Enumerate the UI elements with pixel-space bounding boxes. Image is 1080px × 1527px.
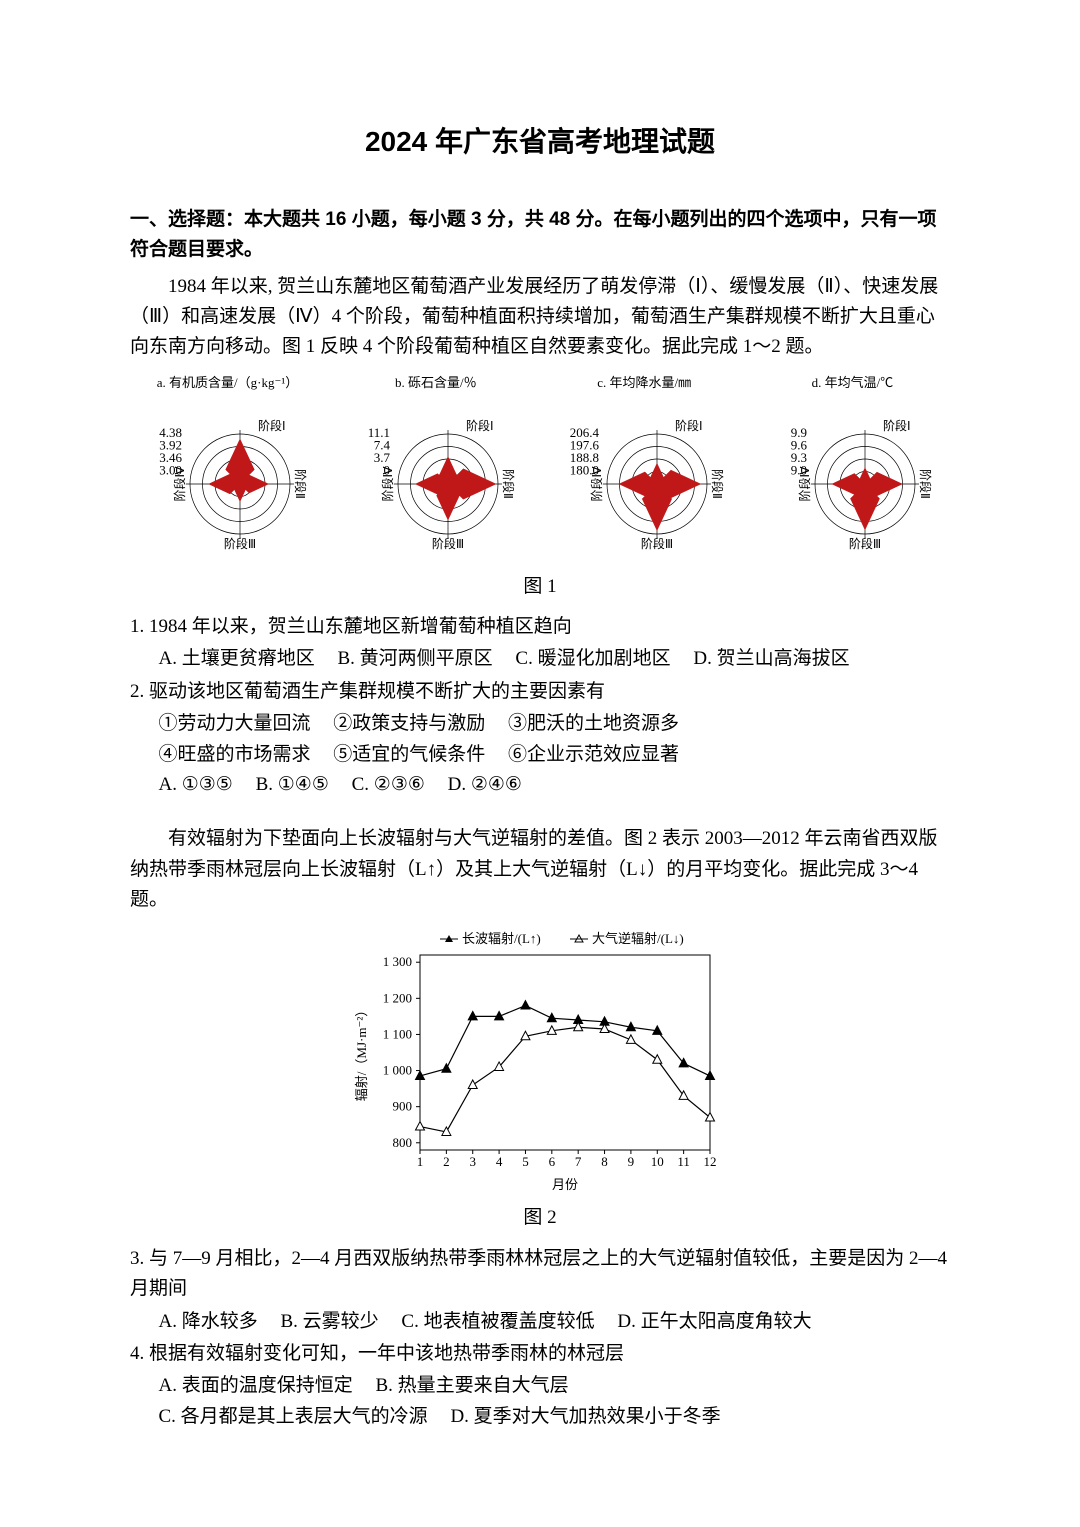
radar-chart-title: a. 有机质含量/（g·kg⁻¹） bbox=[157, 373, 298, 394]
q2-option-c: C. ②③⑥ bbox=[352, 770, 425, 800]
radar-chart-1: a. 有机质含量/（g·kg⁻¹）4.383.923.463.00阶段Ⅰ阶段Ⅱ阶… bbox=[130, 373, 325, 564]
question-3-options: A. 降水较多 B. 云雾较少 C. 地表植被覆盖度较低 D. 正午太阳高度角较… bbox=[130, 1307, 950, 1337]
svg-text:阶段Ⅰ: 阶段Ⅰ bbox=[883, 418, 911, 433]
q1-option-d: D. 贺兰山高海拔区 bbox=[693, 644, 849, 674]
q4-option-a: A. 表面的温度保持恒定 bbox=[159, 1371, 353, 1401]
q3-option-c: C. 地表植被覆盖度较低 bbox=[401, 1307, 594, 1337]
figure-1: a. 有机质含量/（g·kg⁻¹）4.383.923.463.00阶段Ⅰ阶段Ⅱ阶… bbox=[130, 373, 950, 564]
svg-text:大气逆辐射/(L↓): 大气逆辐射/(L↓) bbox=[592, 931, 684, 946]
figure-2-caption: 图 2 bbox=[130, 1203, 950, 1233]
figure-2: 8009001 0001 1001 2001 30012345678910111… bbox=[130, 925, 950, 1195]
svg-text:4: 4 bbox=[496, 1154, 503, 1169]
question-2-items: ①劳动力大量回流 ②政策支持与激励 ③肥沃的土地资源多 ④旺盛的市场需求 ⑤适宜… bbox=[130, 709, 950, 770]
q2-option-a: A. ①③⑤ bbox=[159, 770, 233, 800]
q2-option-b: B. ①④⑤ bbox=[256, 770, 329, 800]
svg-text:阶段Ⅰ: 阶段Ⅰ bbox=[466, 418, 494, 433]
q4-option-b: B. 热量主要来自大气层 bbox=[375, 1371, 568, 1401]
line-chart-svg: 8009001 0001 1001 2001 30012345678910111… bbox=[350, 925, 730, 1195]
q1-option-a: A. 土壤更贫瘠地区 bbox=[159, 644, 315, 674]
svg-text:1 200: 1 200 bbox=[383, 991, 412, 1006]
q4-option-c: C. 各月都是其上表层大气的冷源 bbox=[159, 1402, 428, 1432]
passage-1: 1984 年以来, 贺兰山东麓地区葡萄酒产业发展经历了萌发停滞（Ⅰ）、缓慢发展（… bbox=[130, 272, 950, 363]
q4-option-d: D. 夏季对大气加热效果小于冬季 bbox=[450, 1402, 720, 1432]
q2-item-6: ⑥企业示范效应显著 bbox=[508, 740, 679, 770]
svg-text:阶段Ⅲ: 阶段Ⅲ bbox=[641, 536, 673, 551]
svg-text:阶段Ⅱ: 阶段Ⅱ bbox=[918, 469, 933, 499]
svg-text:阶段Ⅲ: 阶段Ⅲ bbox=[849, 536, 881, 551]
question-1-options: A. 土壤更贫瘠地区 B. 黄河两侧平原区 C. 暖湿化加剧地区 D. 贺兰山高… bbox=[130, 644, 950, 674]
svg-text:阶段Ⅳ: 阶段Ⅳ bbox=[172, 466, 187, 501]
q2-item-5: ⑤适宜的气候条件 bbox=[333, 740, 485, 770]
question-1-stem: 1. 1984 年以来，贺兰山东麓地区新增葡萄种植区趋向 bbox=[130, 612, 950, 642]
q2-item-1: ①劳动力大量回流 bbox=[159, 709, 311, 739]
q2-option-d: D. ②④⑥ bbox=[448, 770, 522, 800]
svg-text:1: 1 bbox=[417, 1154, 424, 1169]
svg-text:800: 800 bbox=[393, 1135, 413, 1150]
svg-text:长波辐射/(L↑): 长波辐射/(L↑) bbox=[462, 931, 541, 946]
svg-text:阶段Ⅱ: 阶段Ⅱ bbox=[293, 469, 308, 499]
svg-text:11: 11 bbox=[677, 1154, 690, 1169]
radar-chart-4: d. 年均气温/℃9.99.69.39.0阶段Ⅰ阶段Ⅱ阶段Ⅲ阶段Ⅳ bbox=[755, 373, 950, 564]
svg-text:5: 5 bbox=[522, 1154, 529, 1169]
question-4-stem: 4. 根据有效辐射变化可知，一年中该地热带季雨林的林冠层 bbox=[130, 1339, 950, 1369]
svg-text:12: 12 bbox=[704, 1154, 717, 1169]
q1-option-b: B. 黄河两侧平原区 bbox=[337, 644, 492, 674]
radar-svg: 9.99.69.39.0阶段Ⅰ阶段Ⅱ阶段Ⅲ阶段Ⅳ bbox=[755, 394, 950, 564]
q2-item-2: ②政策支持与激励 bbox=[333, 709, 485, 739]
question-2-stem: 2. 驱动该地区葡萄酒生产集群规模不断扩大的主要因素有 bbox=[130, 677, 950, 707]
q3-option-b: B. 云雾较少 bbox=[280, 1307, 378, 1337]
svg-text:900: 900 bbox=[393, 1099, 413, 1114]
svg-text:阶段Ⅳ: 阶段Ⅳ bbox=[797, 466, 812, 501]
svg-text:1 300: 1 300 bbox=[383, 955, 412, 970]
question-2-options: A. ①③⑤ B. ①④⑤ C. ②③⑥ D. ②④⑥ bbox=[130, 770, 950, 800]
svg-text:9: 9 bbox=[628, 1154, 635, 1169]
svg-text:阶段Ⅳ: 阶段Ⅳ bbox=[589, 466, 604, 501]
question-3-stem: 3. 与 7—9 月相比，2—4 月西双版纳热带季雨林林冠层之上的大气逆辐射值较… bbox=[130, 1244, 950, 1305]
q2-item-4: ④旺盛的市场需求 bbox=[159, 740, 311, 770]
q3-option-a: A. 降水较多 bbox=[159, 1307, 258, 1337]
passage-2: 有效辐射为下垫面向上长波辐射与大气逆辐射的差值。图 2 表示 2003—2012… bbox=[130, 824, 950, 915]
svg-text:阶段Ⅰ: 阶段Ⅰ bbox=[675, 418, 703, 433]
q3-option-d: D. 正午太阳高度角较大 bbox=[617, 1307, 811, 1337]
svg-text:辐射/（MJ·m⁻²）: 辐射/（MJ·m⁻²） bbox=[354, 1004, 369, 1101]
svg-text:阶段Ⅰ: 阶段Ⅰ bbox=[258, 418, 286, 433]
radar-chart-title: b. 砾石含量/％ bbox=[395, 373, 477, 394]
svg-text:月份: 月份 bbox=[552, 1177, 578, 1192]
radar-svg: 11.17.43.70阶段Ⅰ阶段Ⅱ阶段Ⅲ阶段Ⅳ bbox=[338, 394, 533, 564]
q1-option-c: C. 暖湿化加剧地区 bbox=[515, 644, 670, 674]
page-title: 2024 年广东省高考地理试题 bbox=[130, 120, 950, 165]
svg-text:7: 7 bbox=[575, 1154, 582, 1169]
radar-svg: 206.4197.6188.8180.0阶段Ⅰ阶段Ⅱ阶段Ⅲ阶段Ⅳ bbox=[547, 394, 742, 564]
question-4-options: A. 表面的温度保持恒定 B. 热量主要来自大气层 C. 各月都是其上表层大气的… bbox=[130, 1371, 950, 1432]
svg-text:2: 2 bbox=[443, 1154, 450, 1169]
radar-svg: 4.383.923.463.00阶段Ⅰ阶段Ⅱ阶段Ⅲ阶段Ⅳ bbox=[130, 394, 325, 564]
radar-chart-title: c. 年均降水量/㎜ bbox=[597, 373, 691, 394]
svg-text:1 100: 1 100 bbox=[383, 1027, 412, 1042]
svg-text:阶段Ⅱ: 阶段Ⅱ bbox=[501, 469, 516, 499]
radar-chart-title: d. 年均气温/℃ bbox=[812, 373, 894, 394]
section-1-heading: 一、选择题：本大题共 16 小题，每小题 3 分，共 48 分。在每小题列出的四… bbox=[130, 205, 950, 266]
svg-text:8: 8 bbox=[601, 1154, 608, 1169]
svg-text:阶段Ⅱ: 阶段Ⅱ bbox=[710, 469, 725, 499]
svg-text:阶段Ⅲ: 阶段Ⅲ bbox=[224, 536, 256, 551]
svg-text:阶段Ⅳ: 阶段Ⅳ bbox=[380, 466, 395, 501]
svg-text:6: 6 bbox=[549, 1154, 556, 1169]
svg-text:3: 3 bbox=[469, 1154, 476, 1169]
svg-text:10: 10 bbox=[651, 1154, 664, 1169]
radar-chart-3: c. 年均降水量/㎜206.4197.6188.8180.0阶段Ⅰ阶段Ⅱ阶段Ⅲ阶… bbox=[547, 373, 742, 564]
svg-text:阶段Ⅲ: 阶段Ⅲ bbox=[432, 536, 464, 551]
figure-1-caption: 图 1 bbox=[130, 572, 950, 602]
q2-item-3: ③肥沃的土地资源多 bbox=[508, 709, 679, 739]
radar-chart-2: b. 砾石含量/％11.17.43.70阶段Ⅰ阶段Ⅱ阶段Ⅲ阶段Ⅳ bbox=[338, 373, 533, 564]
svg-text:1 000: 1 000 bbox=[383, 1063, 412, 1078]
